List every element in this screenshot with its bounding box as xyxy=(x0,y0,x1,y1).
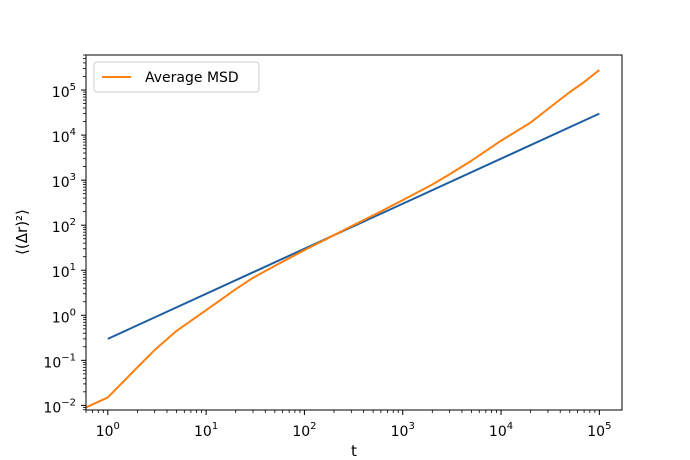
tick-layer: 100 101 102 103 104 105 10−2 10−1 100 101 102 103 10… xyxy=(43,54,611,440)
y-tick-label-3: 101 xyxy=(52,262,76,281)
series-line-1 xyxy=(85,69,600,409)
y-tick-label-2: 100 xyxy=(52,307,76,326)
series-line-0 xyxy=(107,112,600,340)
x-tick-label-5: 105 xyxy=(587,421,611,440)
y-tick-label-5: 103 xyxy=(52,172,76,191)
x-tick-label-0: 100 xyxy=(96,421,120,440)
legend: Average MSD xyxy=(93,61,260,93)
x-tick-label-4: 104 xyxy=(489,421,513,440)
series-layer xyxy=(85,69,600,409)
y-tick-label-4: 102 xyxy=(52,217,76,236)
x-tick-label-2: 102 xyxy=(292,421,316,440)
y-tick-label-6: 104 xyxy=(52,127,76,146)
x-tick-label-1: 101 xyxy=(194,421,218,440)
legend-label-average-msd: Average MSD xyxy=(145,70,239,86)
y-axis-label: ⟨(Δr)²⟩ xyxy=(13,209,31,255)
x-axis-label: t xyxy=(351,442,357,460)
y-tick-label-1: 10−1 xyxy=(43,352,76,371)
y-tick-label-7: 105 xyxy=(52,82,76,101)
y-tick-label-0: 10−2 xyxy=(43,397,76,416)
x-tick-label-3: 103 xyxy=(391,421,415,440)
legend-box xyxy=(93,61,260,93)
